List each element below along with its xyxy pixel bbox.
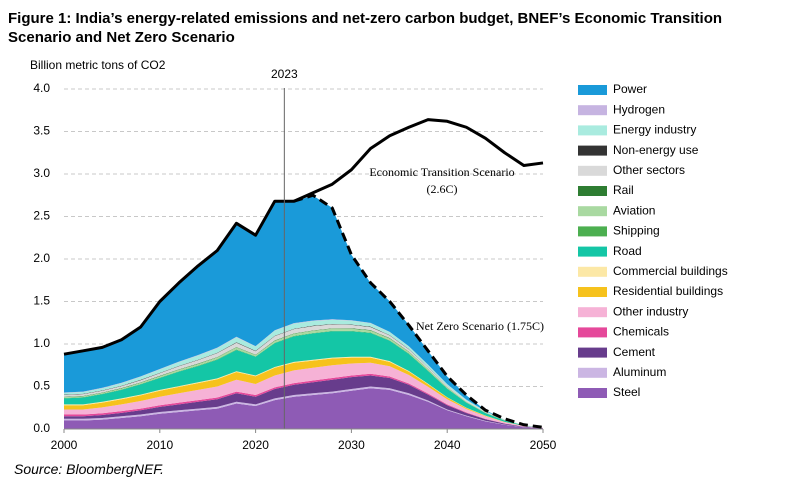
- y-tick-label: 0.5: [33, 379, 50, 393]
- legend-label: Residential buildings: [613, 284, 723, 298]
- legend-label: Aviation: [613, 203, 655, 217]
- line-label: (2.6C): [427, 182, 458, 196]
- x-tick-label: 2010: [146, 438, 173, 452]
- legend-label: Other sectors: [613, 163, 685, 177]
- legend-label: Power: [613, 82, 647, 96]
- area: [64, 388, 543, 429]
- legend-label: Steel: [613, 385, 640, 399]
- line-label: Net Zero Scenario (1.75C): [416, 319, 544, 333]
- y-tick-label: 1.0: [33, 336, 50, 350]
- line-label: Economic Transition Scenario: [369, 165, 514, 179]
- legend-swatch: [578, 186, 607, 196]
- legend-label: Road: [613, 244, 642, 258]
- legend-swatch: [578, 307, 607, 318]
- legend-label: Chemicals: [613, 325, 669, 339]
- x-tick-label: 2050: [530, 438, 557, 452]
- area: [64, 331, 543, 428]
- legend-swatch: [578, 206, 607, 217]
- legend-swatch: [578, 388, 607, 398]
- legend-label: Energy industry: [613, 123, 696, 137]
- chart-title: Figure 1: India’s energy-related emissio…: [8, 10, 723, 46]
- legend-swatch: [578, 266, 607, 277]
- legend-swatch: [578, 85, 607, 95]
- legend-swatch: [578, 145, 607, 156]
- area: [64, 362, 543, 429]
- legend-swatch: [578, 105, 607, 116]
- area: [64, 195, 543, 428]
- area: [64, 386, 543, 429]
- area: [64, 357, 543, 428]
- x-tick-label: 2040: [434, 438, 461, 452]
- marker-label: 2023: [271, 67, 298, 81]
- line: [293, 193, 544, 429]
- legend-swatch: [578, 246, 607, 257]
- legend-label: Non-energy use: [613, 143, 699, 157]
- legend-swatch: [578, 367, 607, 378]
- y-axis-label: Billion metric tons of CO2: [30, 58, 166, 72]
- legend-label: Cement: [613, 345, 656, 359]
- legend-swatch: [578, 165, 607, 176]
- legend-label: Commercial buildings: [613, 264, 728, 278]
- y-tick-label: 2.0: [33, 251, 50, 265]
- y-tick-label: 2.5: [33, 209, 50, 223]
- legend-swatch: [578, 125, 607, 136]
- area: [64, 375, 543, 429]
- x-tick-label: 2000: [51, 438, 78, 452]
- y-tick-label: 4.0: [33, 81, 50, 95]
- legend-swatch: [578, 287, 607, 297]
- legend-swatch: [578, 327, 607, 338]
- legend-label: Other industry: [613, 304, 688, 318]
- y-tick-label: 3.0: [33, 166, 50, 180]
- legend-label: Aluminum: [613, 365, 666, 379]
- legend-label: Shipping: [613, 224, 660, 238]
- legend-label: Rail: [613, 183, 634, 197]
- legend-swatch: [578, 347, 607, 358]
- source: Source: BloombergNEF.: [14, 461, 164, 477]
- legend-label: Hydrogen: [613, 102, 665, 116]
- line: [63, 118, 544, 356]
- legend-swatch: [578, 226, 607, 237]
- x-tick-label: 2030: [338, 438, 365, 452]
- x-tick-label: 2020: [242, 438, 269, 452]
- y-tick-label: 0.0: [33, 421, 50, 435]
- y-tick-label: 1.5: [33, 294, 50, 308]
- y-tick-label: 3.5: [33, 124, 50, 138]
